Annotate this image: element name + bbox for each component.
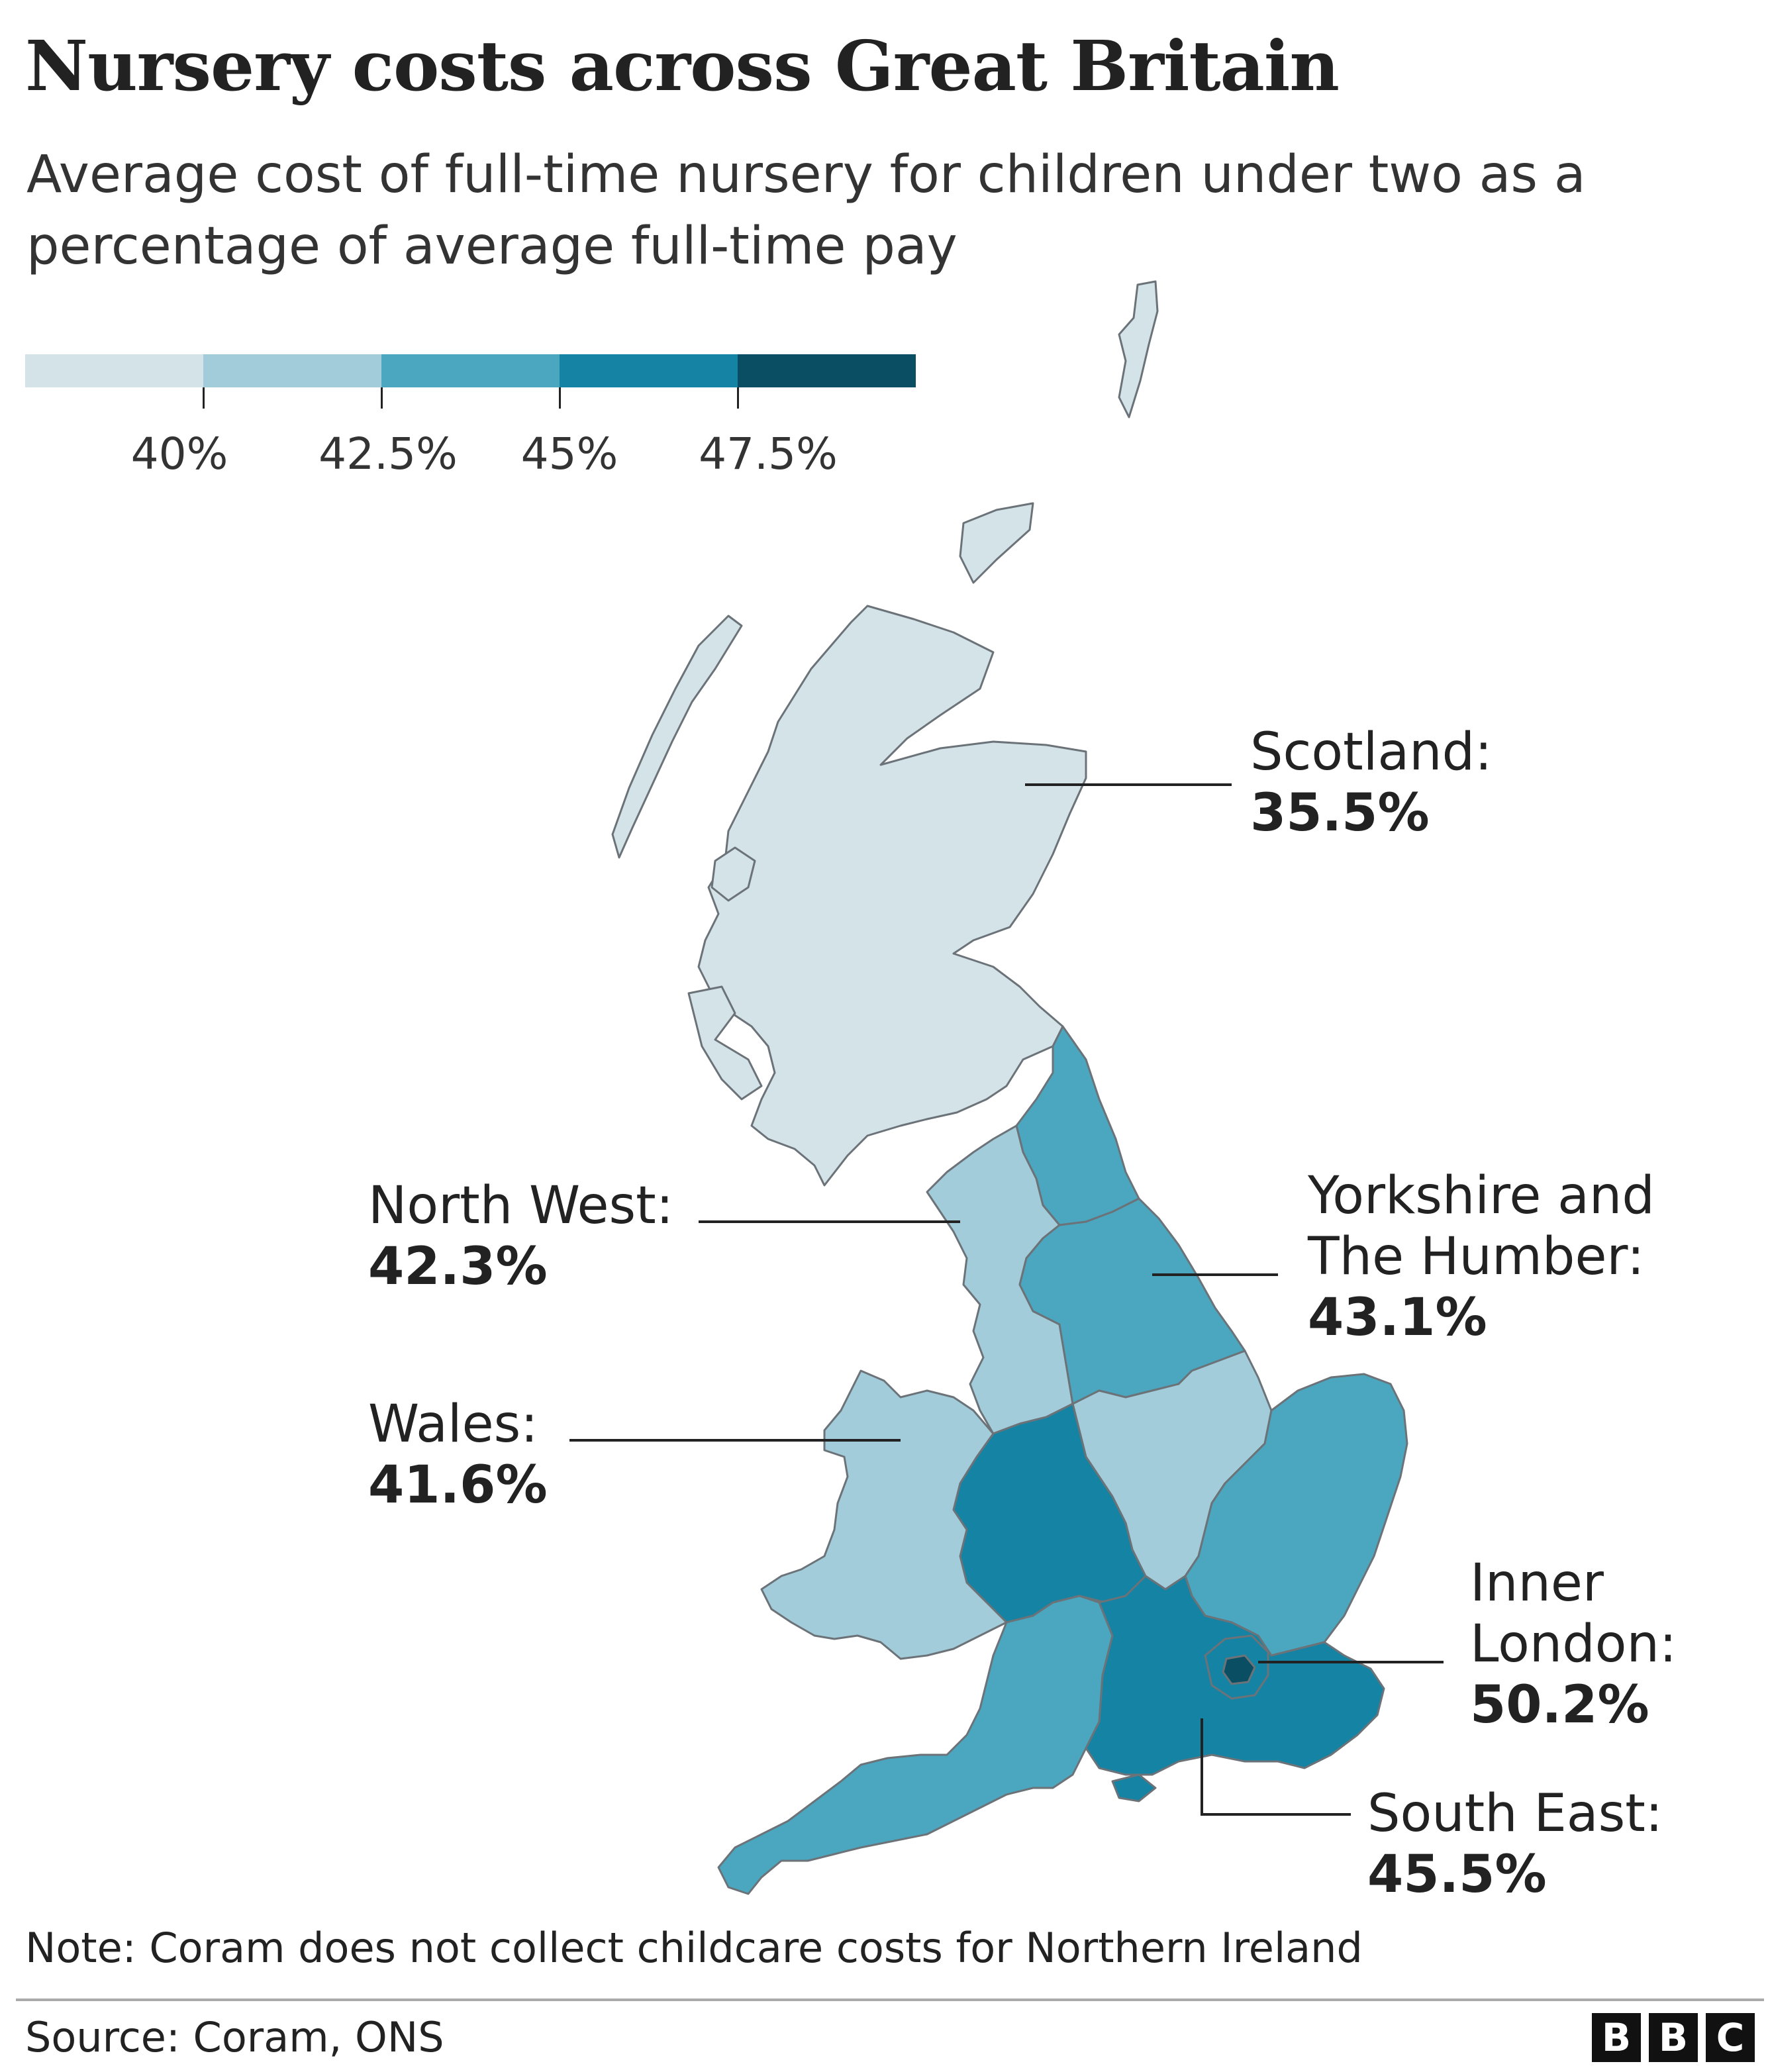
callout-name: Inner London: [1470, 1554, 1677, 1674]
callout-value: 43.1% [1308, 1288, 1487, 1348]
region-wales [760, 1369, 1008, 1660]
legend-label-42-5: 42.5% [319, 428, 458, 479]
legend-label-45: 45% [520, 428, 618, 479]
callout-north-west: North West: 42.3% [368, 1175, 673, 1297]
callout-name: Scotland: [1250, 722, 1493, 782]
callout-value: 42.3% [368, 1237, 548, 1297]
bbc-logo-block: B [1649, 2013, 1698, 2062]
legend-label-47-5: 47.5% [699, 428, 838, 479]
chart-subtitle: Average cost of full-time nursery for ch… [26, 145, 1586, 276]
callout-inner-london: Inner London: 50.2% [1470, 1553, 1708, 1736]
bbc-logo-block: B [1592, 2013, 1641, 2062]
region-mull-islay [687, 985, 763, 1101]
callout-value: 35.5% [1250, 783, 1430, 843]
footer-divider [16, 1998, 1764, 2001]
legend-tick-mark [381, 387, 383, 409]
callout-value: 41.6% [368, 1455, 548, 1515]
bbc-logo: B B C [1592, 2013, 1755, 2062]
chart-title: Nursery costs across Great Britain [25, 25, 1340, 107]
legend-swatch-1 [25, 354, 203, 387]
callout-yorkshire: Yorkshire and The Humber: 43.1% [1308, 1165, 1679, 1348]
bbc-logo-block: C [1706, 2013, 1755, 2062]
legend-swatch-3 [381, 354, 560, 387]
callout-name: South East: [1367, 1784, 1663, 1844]
callout-name: Wales: [368, 1395, 538, 1454]
legend-tick-mark [559, 387, 561, 409]
callout-value: 50.2% [1470, 1675, 1649, 1735]
callout-scotland: Scotland: 35.5% [1250, 722, 1492, 844]
callout-value: 45.5% [1367, 1845, 1547, 1904]
legend-swatch-5 [738, 354, 916, 387]
region-skye [711, 846, 756, 902]
legend-swatch-2 [203, 354, 381, 387]
callout-name: North West: [368, 1176, 673, 1236]
callout-wales: Wales: 41.6% [368, 1394, 548, 1516]
legend-label-40: 40% [130, 428, 228, 479]
legend-tick-mark [737, 387, 739, 409]
legend-swatch-4 [560, 354, 738, 387]
leader-line-south-east [1201, 1718, 1351, 1816]
region-scotland [697, 605, 1087, 1187]
region-isle-of-wight [1111, 1773, 1157, 1802]
callout-south-east: South East: 45.5% [1367, 1783, 1663, 1905]
color-legend: 40% 42.5% 45% 47.5% [25, 354, 916, 479]
legend-tick-mark [203, 387, 205, 409]
footnote: Note: Coram does not collect childcare c… [25, 1924, 1363, 1972]
region-shetland [1118, 280, 1159, 419]
region-inner-london [1222, 1654, 1256, 1685]
region-outer-hebrides [611, 615, 743, 859]
callout-name: Yorkshire and The Humber: [1308, 1166, 1655, 1287]
region-orkney [959, 502, 1034, 584]
source-credit: Source: Coram, ONS [25, 2013, 444, 2061]
